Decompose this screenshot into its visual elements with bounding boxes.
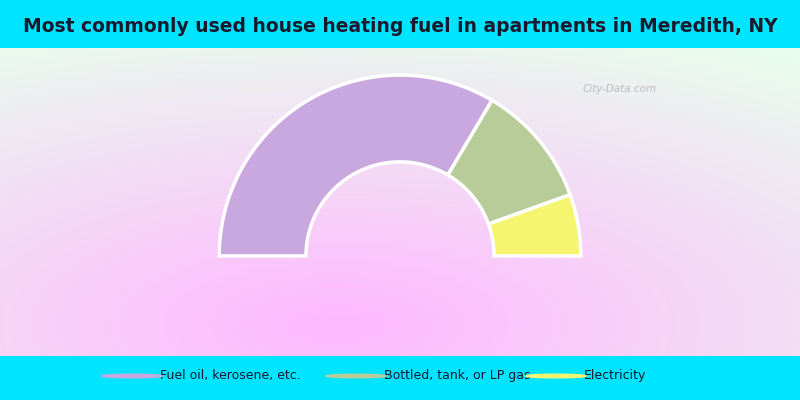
Text: Fuel oil, kerosene, etc.: Fuel oil, kerosene, etc. — [160, 370, 301, 382]
Text: City-Data.com: City-Data.com — [582, 84, 657, 94]
Text: Electricity: Electricity — [584, 370, 646, 382]
Polygon shape — [448, 100, 570, 224]
Text: Most commonly used house heating fuel in apartments in Meredith, NY: Most commonly used house heating fuel in… — [22, 17, 778, 36]
Text: Bottled, tank, or LP gas: Bottled, tank, or LP gas — [384, 370, 530, 382]
Polygon shape — [219, 75, 492, 256]
Polygon shape — [489, 195, 581, 256]
Circle shape — [102, 374, 162, 378]
Circle shape — [526, 374, 586, 378]
Circle shape — [326, 374, 386, 378]
